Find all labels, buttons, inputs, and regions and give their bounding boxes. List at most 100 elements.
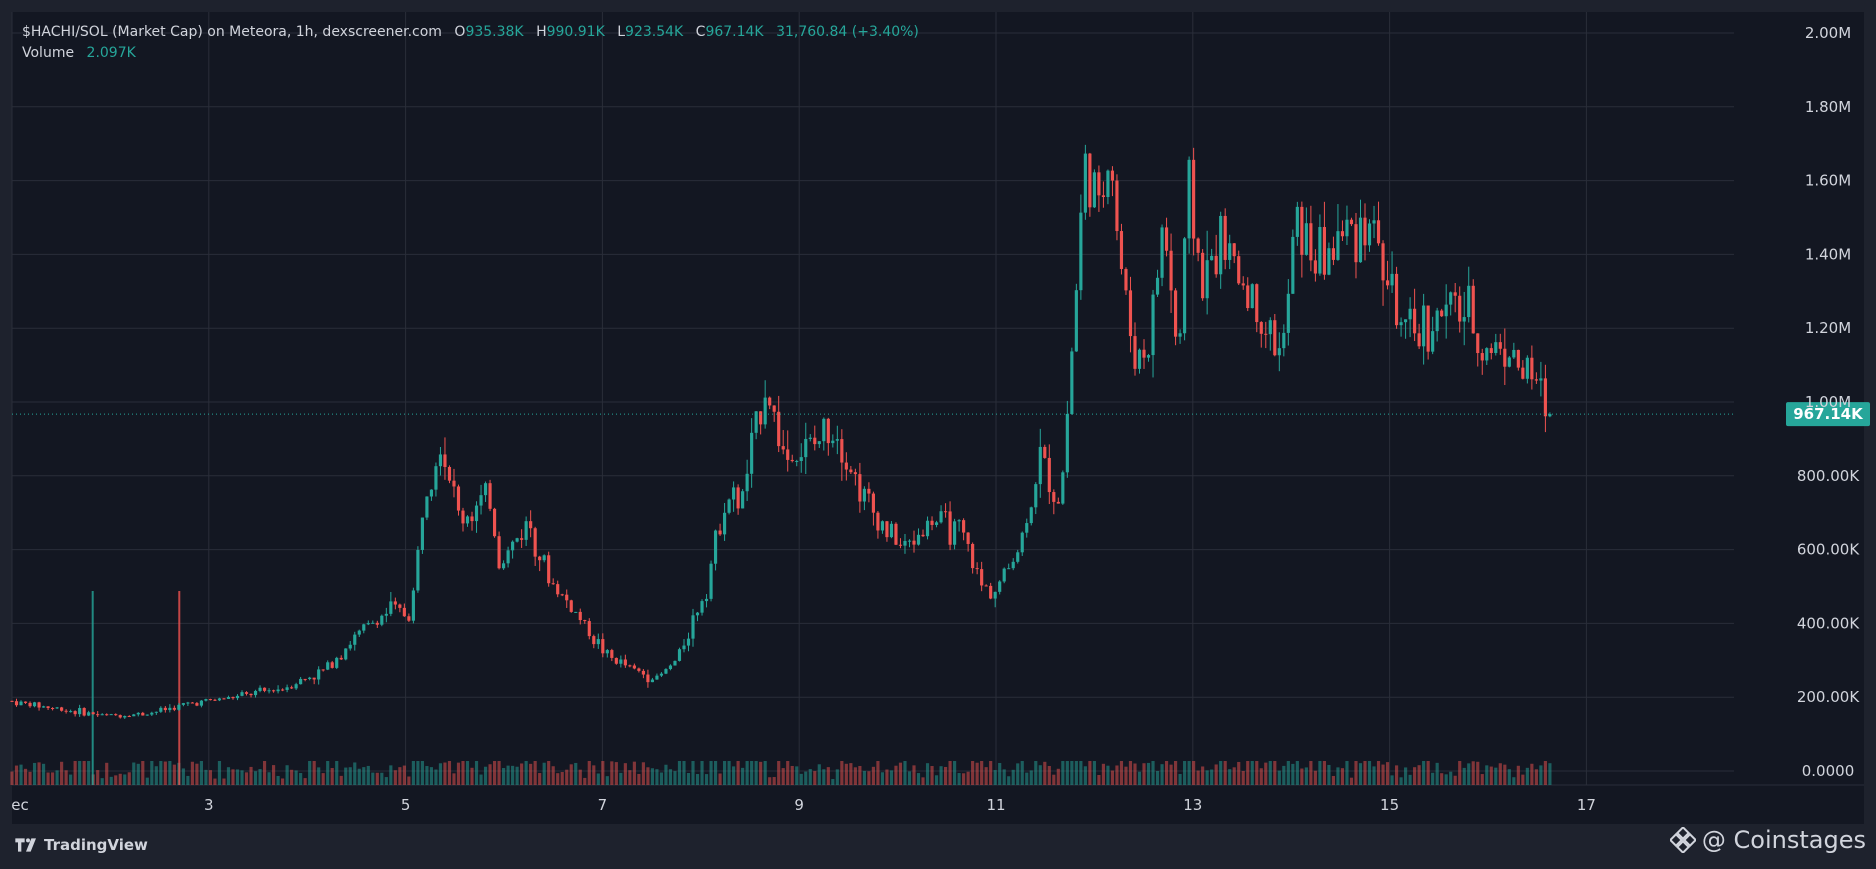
candle-body <box>443 454 447 467</box>
candle-body <box>677 649 682 661</box>
volume-bar <box>790 765 794 785</box>
volume-bar <box>217 761 222 785</box>
candle-body <box>195 703 199 706</box>
volume-bar <box>664 764 668 785</box>
volume-bar <box>844 763 848 785</box>
volume-bar <box>479 774 483 785</box>
volume-bar <box>105 762 109 785</box>
volume-bar <box>741 767 745 785</box>
volume-bar <box>736 761 740 785</box>
candle-body <box>980 569 984 586</box>
candle-body <box>858 474 862 502</box>
y-tick-label: 1.20M <box>1805 319 1851 337</box>
volume-bar <box>808 769 812 785</box>
candle-body <box>1422 305 1426 347</box>
volume-bar <box>1453 775 1457 785</box>
candle-body <box>353 634 357 645</box>
volume-bar <box>989 761 993 785</box>
candle-body <box>772 405 776 412</box>
volume-bar <box>23 768 28 785</box>
volume-bar <box>934 775 939 785</box>
volume-bar <box>474 761 479 785</box>
candle-body <box>700 601 704 613</box>
volume-bar <box>1047 765 1051 785</box>
candle-body <box>447 466 452 481</box>
volume-bar <box>123 774 127 785</box>
x-tick-label: 13 <box>1183 796 1202 814</box>
candle-body <box>903 540 907 546</box>
volume-bar <box>1367 761 1372 785</box>
volume-bar <box>1282 765 1286 785</box>
candle-body <box>1146 355 1151 358</box>
candle-body <box>1404 319 1408 323</box>
candle-body <box>312 677 316 680</box>
volume-bar <box>10 771 14 785</box>
candle-body <box>1133 336 1137 369</box>
volume-bar <box>109 776 113 785</box>
volume-bar <box>28 771 32 785</box>
volume-bar <box>1255 761 1259 785</box>
candle-body <box>456 486 461 511</box>
x-tick-label: 7 <box>598 796 608 814</box>
last-price-line: 967.14K <box>12 402 1870 427</box>
volume-bar <box>1340 768 1345 785</box>
volume-bar <box>1205 770 1209 785</box>
candle-body <box>1521 367 1525 379</box>
candle-body <box>1255 284 1259 323</box>
candle-body <box>768 397 772 406</box>
volume-bar <box>249 766 253 785</box>
volume-bar <box>799 773 803 785</box>
candle-body <box>1485 348 1489 361</box>
volume-bar <box>777 761 781 785</box>
volume-bar <box>1394 765 1399 785</box>
candle-body <box>1462 317 1466 322</box>
volume-bar <box>691 761 695 785</box>
volume-bar <box>353 762 357 785</box>
volume-label[interactable]: Volume <box>22 45 75 61</box>
volume-bar <box>1467 763 1471 785</box>
candle-body <box>64 710 68 712</box>
candle-body <box>1201 252 1205 299</box>
candle-body <box>686 638 691 646</box>
volume-bar <box>1142 763 1146 785</box>
candle-body <box>1286 293 1290 333</box>
volume-bar <box>398 767 402 785</box>
volume-bar <box>637 773 641 785</box>
volume-bar <box>1115 765 1119 785</box>
x-tick-label: 3 <box>204 796 214 814</box>
volume-bar <box>894 765 898 785</box>
candle-body <box>127 716 131 718</box>
candle-body <box>366 623 370 625</box>
tradingview-brand[interactable]: TradingView <box>14 836 148 854</box>
volume-bar <box>1273 761 1277 785</box>
candle-body <box>1435 310 1439 332</box>
candle-body <box>434 466 438 490</box>
candle-body <box>402 607 406 617</box>
candle-body <box>989 585 993 599</box>
volume-bar <box>610 761 614 785</box>
candle-body <box>1318 227 1322 274</box>
volume-bar <box>853 767 857 785</box>
volume-bar <box>732 766 736 785</box>
candle-body <box>515 538 519 542</box>
plot-area[interactable] <box>12 12 1864 824</box>
volume-bar <box>1444 774 1448 785</box>
y-tick-label: 1.80M <box>1805 98 1851 116</box>
candle-body <box>1047 457 1051 493</box>
candle-body <box>971 543 975 569</box>
volume-bar <box>1422 761 1426 785</box>
candle-body <box>1196 238 1200 253</box>
diamond-logo-icon <box>1669 827 1696 853</box>
candle-body <box>1016 552 1020 562</box>
volume-bar <box>1458 761 1462 785</box>
candle-body <box>100 714 104 716</box>
volume-bar <box>957 773 961 785</box>
volume-bar <box>1480 774 1484 785</box>
candle-body <box>272 690 276 692</box>
price-axis: 0.0000 200.00K 400.00K 600.00K 800.00K 1.00M 1… <box>1797 24 1860 780</box>
candle-body <box>885 521 889 538</box>
candle-body <box>1336 231 1340 260</box>
symbol-title[interactable]: $HACHI/SOL (Market Cap) on Meteora, 1h, … <box>22 24 442 40</box>
candle-body <box>132 714 136 717</box>
